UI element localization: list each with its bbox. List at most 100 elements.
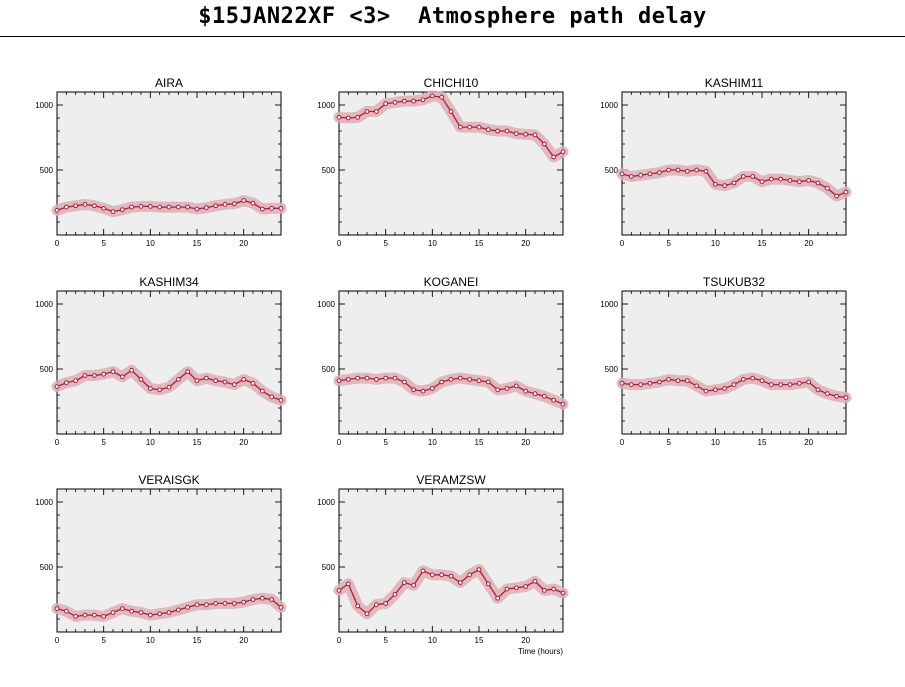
x-tick-label: 20 (521, 239, 530, 248)
data-point (420, 388, 426, 394)
y-tick-label: 500 (322, 563, 336, 572)
x-tick-label: 5 (666, 438, 671, 447)
data-point (504, 128, 510, 134)
data-point (467, 124, 473, 130)
data-point (278, 397, 284, 403)
data-point (213, 203, 219, 209)
x-tick-label: 10 (146, 239, 155, 248)
data-point (523, 388, 529, 394)
data-point (364, 611, 370, 617)
y-tick-label: 500 (322, 166, 336, 175)
data-point (560, 401, 566, 407)
data-point (54, 207, 60, 213)
data-point (523, 131, 529, 137)
panel-chichi10: 0 5 10 15 20 500 1000 CHICHI10 (317, 76, 569, 248)
x-tick-label: 5 (383, 239, 388, 248)
data-point (722, 183, 728, 189)
data-point (513, 383, 519, 389)
data-point (796, 179, 802, 185)
data-point (110, 369, 116, 375)
data-point (476, 567, 482, 572)
data-point (740, 174, 746, 179)
data-point (119, 606, 125, 611)
data-point (213, 601, 219, 606)
x-tick-label: 15 (193, 438, 202, 447)
data-point (54, 606, 60, 611)
page-title: $15JAN22XF <3> Atmosphere path delay (198, 4, 707, 29)
data-point (129, 204, 135, 210)
data-point (101, 614, 107, 619)
data-point (619, 171, 625, 177)
data-point (495, 595, 501, 601)
data-point (166, 384, 172, 390)
x-tick-label: 0 (55, 239, 60, 248)
data-point (269, 597, 275, 602)
x-tick-label: 5 (101, 438, 106, 447)
data-point (185, 204, 191, 210)
data-point (129, 608, 135, 614)
x-tick-label: 10 (146, 438, 155, 447)
plot-area (622, 92, 846, 235)
panel-aira: 0 5 10 15 20 500 1000 AIRA (35, 76, 287, 248)
data-point (241, 599, 247, 605)
y-tick-label: 1000 (317, 498, 335, 507)
data-point (457, 580, 463, 585)
data-point (694, 383, 700, 389)
x-tick-label: 20 (804, 438, 813, 447)
data-point (110, 209, 116, 215)
x-tick-label: 0 (620, 239, 625, 248)
x-tick-label: 0 (337, 239, 342, 248)
data-point (457, 124, 463, 130)
data-point (101, 205, 107, 211)
x-tick-label: 0 (55, 438, 60, 447)
x-tick-label: 0 (620, 438, 625, 447)
y-tick-label: 1000 (317, 101, 335, 110)
data-point (157, 204, 163, 210)
data-point (203, 205, 209, 211)
data-point (392, 375, 398, 381)
data-point (439, 572, 445, 578)
data-point (54, 384, 60, 389)
x-tick-label: 5 (383, 438, 388, 447)
data-point (750, 174, 756, 179)
panel-kashim34: 0 5 10 15 20 500 1000 KASHIM34 (35, 275, 287, 447)
data-point (485, 379, 491, 385)
data-point (504, 386, 510, 391)
plot-area (57, 92, 281, 235)
panel-title: VERAMZSW (416, 473, 486, 487)
data-point (241, 377, 247, 382)
data-point (355, 114, 361, 120)
data-point (101, 371, 107, 377)
data-point (815, 180, 821, 186)
data-point (638, 382, 644, 388)
data-point (250, 597, 256, 602)
data-point (231, 382, 237, 388)
data-point (383, 375, 389, 381)
data-point (250, 380, 256, 386)
data-point (712, 181, 718, 187)
data-point (392, 100, 398, 105)
data-point (551, 154, 557, 160)
x-tick-label: 10 (428, 239, 437, 248)
data-point (82, 612, 88, 618)
data-point (411, 387, 417, 393)
y-tick-label: 1000 (600, 101, 618, 110)
x-tick-label: 10 (428, 438, 437, 447)
data-point (364, 375, 370, 381)
data-point (541, 588, 547, 593)
plot-frame (338, 488, 564, 633)
y-tick-label: 500 (605, 166, 619, 175)
x-tick-label: 0 (337, 636, 342, 645)
data-point (91, 373, 97, 378)
data-point (647, 380, 653, 386)
data-point (336, 114, 342, 120)
x-tick-label: 20 (239, 438, 248, 447)
data-point (91, 203, 97, 209)
panel-kashim11: 0 5 10 15 20 500 1000 KASHIM11 (600, 76, 852, 248)
data-point (731, 180, 737, 186)
x-tick-label: 5 (383, 636, 388, 645)
data-point (806, 178, 812, 183)
data-point (73, 203, 79, 209)
data-point (448, 377, 454, 382)
panel-veraisgk: 0 5 10 15 20 500 1000 VERAISGK (35, 473, 287, 645)
